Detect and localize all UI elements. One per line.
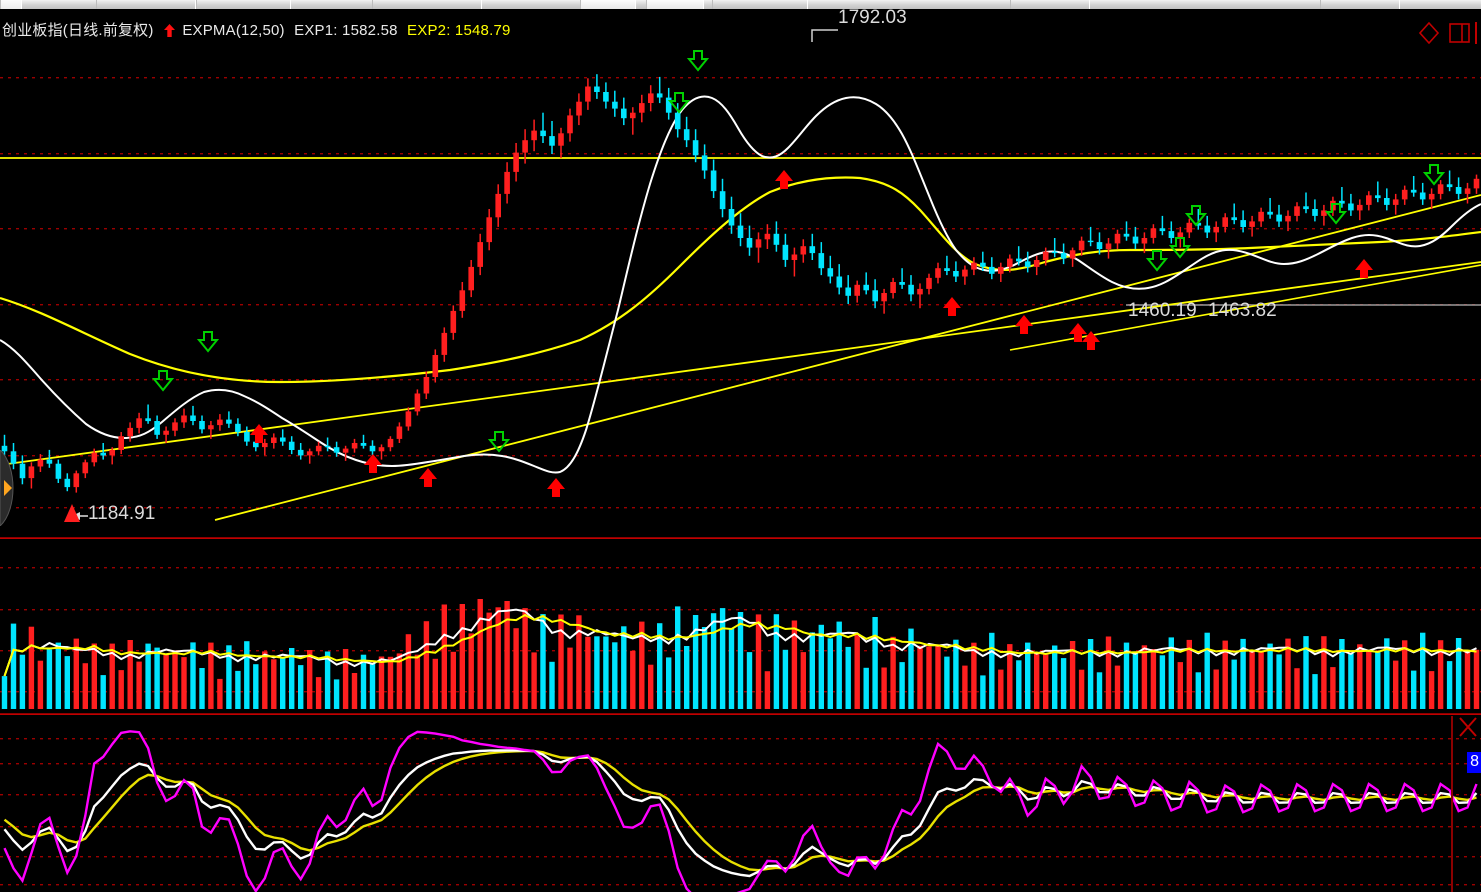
indicator-name: EXPMA(12,50) (182, 22, 285, 39)
volume-chart-canvas (0, 567, 1481, 709)
kdj-j-line (3, 730, 1478, 892)
exp1-readout: EXP1: 1582.58 (294, 22, 398, 39)
toolbar-segment[interactable] (96, 0, 196, 9)
panel-corner-icons[interactable] (1419, 22, 1479, 44)
kdj-gridlines (0, 738, 1481, 886)
candlestick-series (1, 74, 1480, 493)
toolbar-segment[interactable] (580, 0, 636, 9)
panel-separator-2 (0, 713, 1481, 714)
toolbar-segment[interactable] (1320, 0, 1400, 9)
expand-panel-button[interactable] (0, 450, 22, 526)
play-triangle-icon (4, 480, 12, 496)
price-title: 创业板指(日线.前复权) (2, 22, 154, 39)
trendline-middle (0, 261, 1481, 466)
exp1-line (0, 95, 1481, 474)
price-chart-panel[interactable]: 创业板指(日线.前复权) EXPMA(12,50) EXP1: 1582.58 … (0, 10, 1481, 538)
panel-separator-1 (0, 537, 1481, 538)
up-arrow-icon (163, 24, 175, 37)
toolbar-segment[interactable] (196, 0, 291, 9)
panel-separator-2b (0, 714, 1481, 715)
volume-chart-panel[interactable]: VOLUME: 71199832.00 MA5: 76232688.00 MA1… (0, 539, 1481, 711)
kdj-chart-panel[interactable]: KDJ(9,3,3) K: 85.23 D: 80.08 J: 95.52 8 (0, 716, 1481, 892)
price-label-left: 1460.19 (1128, 300, 1197, 321)
price-label-right: 1463.82 (1208, 300, 1277, 321)
signal-arrows (151, 50, 1446, 497)
high-price-annotation: 1792.03 (838, 7, 907, 28)
toolbar-segment[interactable] (712, 0, 808, 9)
high-annotation-leader (811, 29, 838, 42)
exp2-line (0, 176, 1481, 384)
toolbar-segment[interactable] (646, 0, 704, 9)
diamond-icon (1419, 22, 1440, 44)
kdj-d-line (3, 749, 1477, 872)
kdj-k-line (3, 749, 1478, 878)
panel-separator-1b (0, 538, 1481, 539)
volume-ma5-line (3, 608, 1477, 677)
kdj-chart-canvas (0, 716, 1481, 892)
price-chart-canvas (0, 29, 1481, 522)
toolbar-segment[interactable] (372, 0, 482, 9)
close-x-icon (1459, 717, 1477, 737)
window-toolbar[interactable] (0, 0, 1481, 10)
price-legend: 创业板指(日线.前复权) EXPMA(12,50) EXP1: 1582.58 … (2, 22, 516, 38)
volume-bar-series (1, 599, 1480, 709)
kdj-value-highlight: 8 (1467, 752, 1481, 773)
toolbar-segment[interactable] (1010, 0, 1090, 9)
exp2-readout: EXP2: 1548.79 (407, 22, 511, 39)
trendline-lower (214, 194, 1481, 521)
split-window-icon (1449, 23, 1470, 43)
volume-ma10-line (3, 613, 1477, 677)
low-price-annotation: 1184.91 (88, 503, 156, 524)
toolbar-segment[interactable] (0, 0, 22, 9)
low-annotation-leader (64, 504, 88, 522)
